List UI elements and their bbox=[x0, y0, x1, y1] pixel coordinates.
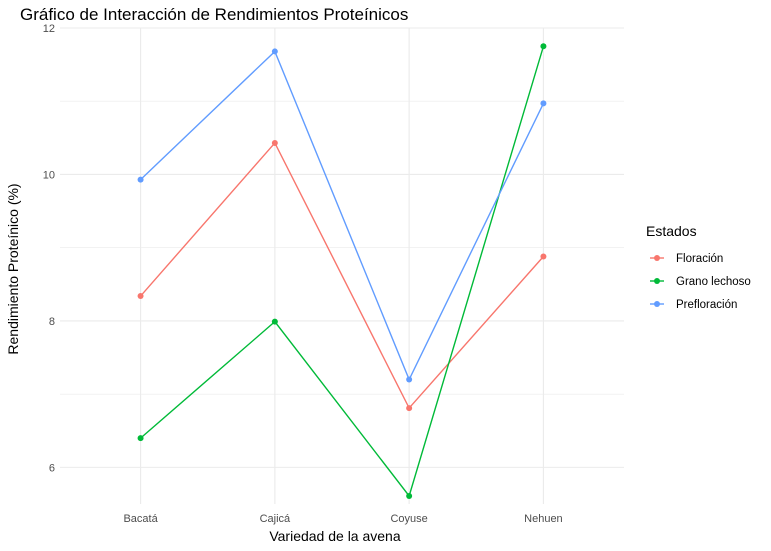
data-point bbox=[406, 492, 413, 499]
legend-key-point bbox=[654, 255, 660, 261]
x-tick-label: Bacatá bbox=[123, 513, 158, 525]
data-point bbox=[271, 318, 278, 325]
y-tick-label: 8 bbox=[49, 316, 55, 328]
y-tick-label: 12 bbox=[43, 23, 55, 35]
legend-label: Grano lechoso bbox=[676, 276, 751, 288]
data-point bbox=[540, 43, 547, 50]
x-tick-labels: Bacatá Cajicá Coyuse Nehuen bbox=[123, 513, 562, 525]
series-prefloración bbox=[137, 48, 547, 383]
legend-item: Prefloración bbox=[650, 299, 737, 311]
y-tick-label: 6 bbox=[49, 462, 55, 474]
legend-key-point bbox=[654, 278, 660, 284]
data-point bbox=[137, 176, 144, 183]
data-point bbox=[137, 435, 144, 442]
series-line bbox=[140, 50, 545, 382]
grid-lines bbox=[60, 27, 624, 504]
series-layer bbox=[137, 43, 547, 499]
legend-item: Grano lechoso bbox=[650, 276, 751, 288]
data-point bbox=[271, 139, 278, 146]
legend-title: Estados bbox=[646, 223, 697, 239]
x-tick-label: Cajicá bbox=[260, 513, 291, 525]
series-line bbox=[140, 141, 544, 410]
data-point bbox=[540, 253, 547, 260]
data-point bbox=[540, 100, 547, 107]
x-tick-label: Coyuse bbox=[390, 513, 427, 525]
y-tick-label: 10 bbox=[43, 169, 55, 181]
y-axis-title: Rendimiento Proteínico (%) bbox=[5, 183, 21, 354]
chart-title: Gráfico de Interacción de Rendimientos P… bbox=[20, 5, 408, 24]
data-point bbox=[271, 48, 278, 55]
data-point bbox=[406, 376, 413, 383]
data-point bbox=[137, 293, 144, 300]
y-tick-labels: 6 8 10 12 bbox=[43, 23, 55, 474]
legend-item: Floración bbox=[650, 253, 723, 265]
legend-label: Floración bbox=[676, 253, 723, 265]
legend-label: Prefloración bbox=[676, 299, 737, 311]
series-grano-lechoso bbox=[137, 43, 547, 499]
legend: Estados Floración Grano lechoso Prefloraci… bbox=[646, 223, 751, 311]
legend-key-point bbox=[654, 301, 660, 307]
data-point bbox=[406, 405, 413, 412]
x-axis-title: Variedad de la avena bbox=[269, 528, 400, 544]
x-tick-label: Nehuen bbox=[524, 513, 563, 525]
series-line bbox=[140, 46, 545, 498]
series-floración bbox=[137, 139, 547, 412]
